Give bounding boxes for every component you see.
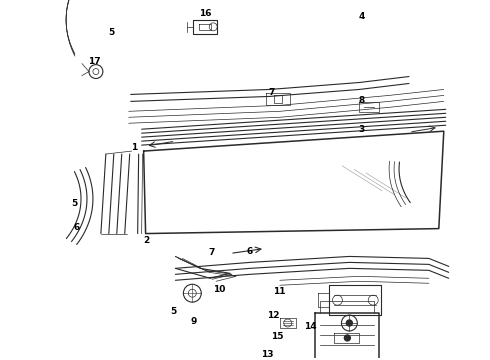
Text: 5: 5	[71, 199, 77, 208]
Text: 7: 7	[208, 248, 215, 257]
Text: 12: 12	[267, 311, 279, 320]
Text: 17: 17	[88, 57, 100, 66]
Text: 2: 2	[144, 236, 150, 245]
Circle shape	[344, 335, 350, 341]
Text: 15: 15	[270, 332, 283, 341]
Text: 6: 6	[74, 223, 80, 232]
Text: 10: 10	[213, 285, 225, 294]
Text: 8: 8	[358, 96, 365, 105]
Text: 5: 5	[109, 28, 115, 37]
Circle shape	[346, 320, 352, 326]
Text: 6: 6	[247, 247, 253, 256]
Text: 13: 13	[261, 350, 273, 359]
Text: 5: 5	[171, 307, 176, 316]
Text: 9: 9	[190, 316, 196, 325]
Text: 7: 7	[269, 88, 275, 97]
Text: 14: 14	[304, 321, 317, 330]
Text: 3: 3	[358, 125, 365, 134]
Text: 16: 16	[199, 9, 212, 18]
Text: 1: 1	[130, 143, 137, 152]
Text: 11: 11	[272, 287, 285, 296]
Text: 4: 4	[358, 12, 365, 21]
